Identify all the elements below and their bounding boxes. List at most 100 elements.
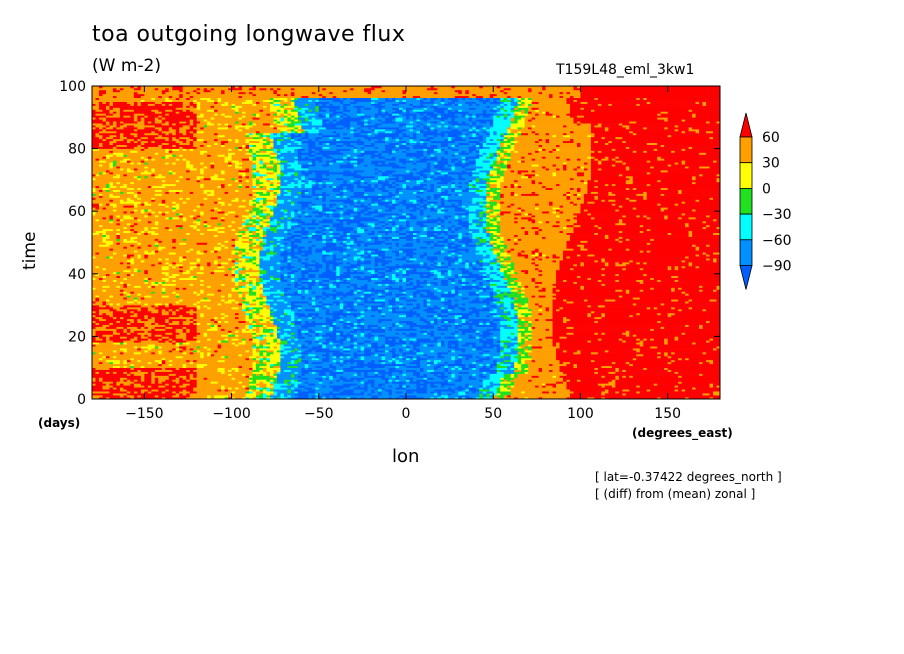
heatmap-cell (632, 260, 682, 263)
heatmap-cell (486, 320, 491, 324)
heatmap-cell (524, 342, 553, 345)
heatmap-cell (430, 391, 435, 394)
heatmap-cell (262, 369, 267, 372)
heatmap-cell (287, 338, 292, 341)
heatmap-cell (231, 369, 236, 372)
heatmap-cell (259, 248, 264, 251)
heatmap-cell (165, 287, 177, 290)
heatmap-cell (597, 383, 616, 386)
heatmap-cell (322, 264, 327, 267)
heatmap-cell (151, 391, 163, 394)
heatmap-cell (671, 352, 675, 355)
heatmap-cell (406, 307, 414, 310)
heatmap-cell (454, 277, 463, 280)
heatmap-cell (332, 375, 337, 378)
heatmap-cell (126, 342, 173, 345)
heatmap-cell (238, 326, 246, 329)
heatmap-cell (713, 385, 717, 388)
heatmap-cell (325, 397, 330, 400)
heatmap-cell (503, 256, 508, 259)
heatmap-cell (95, 273, 100, 277)
heatmap-cell (259, 281, 267, 284)
heatmap-cell (514, 262, 532, 265)
heatmap-cell (385, 250, 393, 253)
heatmap-cell (95, 277, 100, 280)
heatmap-cell (301, 254, 309, 257)
heatmap-cell (318, 283, 330, 286)
heatmap-cell (235, 312, 239, 316)
heatmap-cell (461, 367, 470, 370)
heatmap-cell (294, 273, 302, 277)
heatmap-cell (458, 293, 463, 296)
heatmap-cell (301, 260, 313, 263)
heatmap-cell (280, 338, 288, 341)
heatmap-cell (161, 281, 166, 284)
heatmap-cell (399, 379, 407, 382)
heatmap-cell (503, 258, 511, 261)
heatmap-cell (402, 307, 407, 310)
heatmap-cell (636, 385, 641, 388)
heatmap-cell (189, 395, 208, 398)
heatmap-cell (632, 334, 637, 337)
heatmap-cell (308, 342, 313, 345)
heatmap-cell (249, 301, 260, 304)
heatmap-cell (304, 252, 313, 255)
diff-note: [ (diff) from (mean) zonal ] (595, 487, 756, 501)
heatmap-cell (419, 262, 424, 265)
heatmap-cell (269, 320, 274, 324)
heatmap-cell (688, 357, 721, 361)
heatmap-cell (451, 367, 456, 370)
heatmap-cell (130, 357, 135, 361)
heatmap-cell (196, 265, 201, 269)
heatmap-cell (552, 291, 627, 294)
heatmap-cell (182, 256, 187, 259)
heatmap-cell (252, 361, 257, 365)
heatmap-cell (189, 391, 197, 394)
heatmap-cell (524, 336, 529, 339)
heatmap-cell (273, 295, 281, 298)
heatmap-cell (210, 338, 225, 341)
heatmap-cell (193, 352, 201, 355)
heatmap-cell (217, 359, 225, 363)
heatmap-cell (360, 373, 365, 376)
heatmap-cell (395, 365, 400, 368)
heatmap-cell (290, 316, 295, 320)
heatmap-cell (667, 314, 672, 318)
heatmap-cell (214, 324, 218, 327)
heatmap-cell (514, 355, 532, 359)
heatmap-cell (447, 262, 452, 265)
heatmap-cell (702, 324, 721, 327)
heatmap-cell (451, 299, 456, 302)
heatmap-cell (262, 267, 271, 271)
heatmap-cell (360, 355, 365, 359)
heatmap-cell (343, 250, 361, 253)
heatmap-cell (245, 252, 250, 255)
heatmap-cell (468, 314, 477, 318)
heatmap-cell (406, 254, 414, 257)
heatmap-cell (259, 252, 267, 255)
heatmap-cell (182, 350, 194, 353)
heatmap-cell (510, 359, 518, 363)
heatmap-cell (402, 277, 407, 280)
heatmap-cell (346, 295, 361, 298)
heatmap-cell (217, 389, 222, 392)
heatmap-cell (479, 312, 491, 316)
heatmap-cell (447, 299, 452, 302)
heatmap-cell (514, 348, 525, 351)
heatmap-cell (315, 371, 320, 374)
heatmap-cell (297, 267, 302, 271)
heatmap-cell (112, 312, 135, 316)
heatmap-cell (196, 373, 229, 376)
heatmap-cell (294, 348, 299, 351)
heatmap-cell (137, 250, 145, 253)
heatmap-cell (489, 310, 498, 314)
heatmap-cell (657, 307, 672, 310)
heatmap-cell (440, 299, 445, 302)
heatmap-cell (315, 260, 323, 263)
heatmap-cell (433, 318, 438, 322)
heatmap-cell (189, 393, 246, 396)
heatmap-cell (674, 312, 721, 316)
heatmap-cell (552, 260, 557, 263)
heatmap-cell (221, 344, 236, 347)
heatmap-cell (126, 285, 135, 288)
